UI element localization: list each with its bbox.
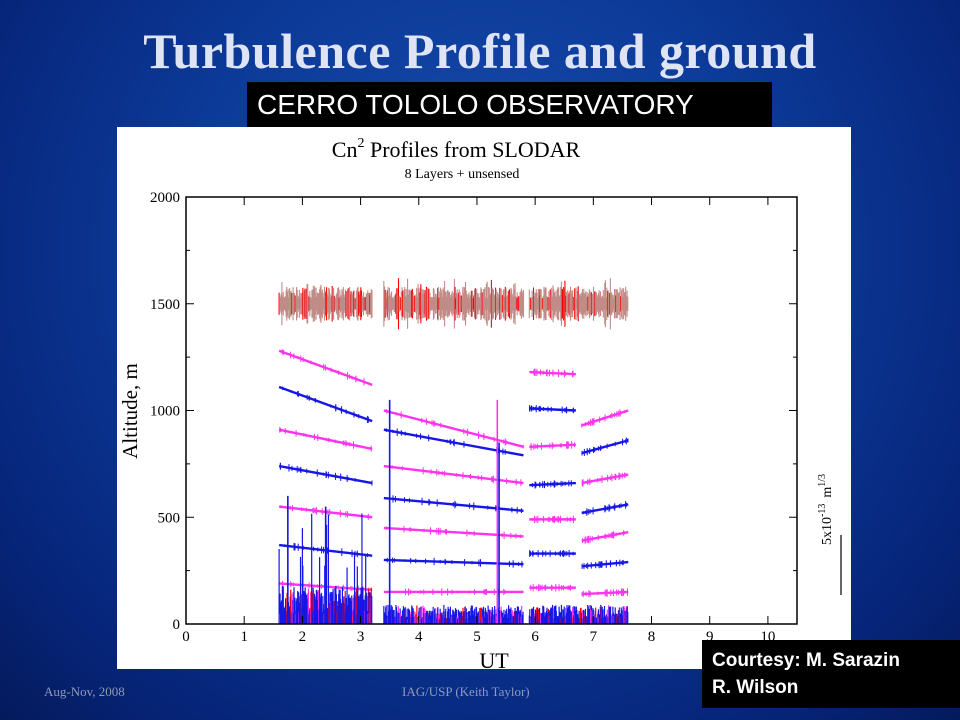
layer-7-segment <box>383 588 524 596</box>
x-tick-label: 2 <box>299 629 307 645</box>
scale-label-unit: m <box>820 487 835 498</box>
top-layer-segment <box>581 278 629 330</box>
layer-4-segment <box>278 462 373 486</box>
x-axis-label: UT <box>479 648 509 669</box>
layer-3-segment <box>581 472 629 487</box>
layer-5-segment <box>529 515 576 524</box>
courtesy-box: Courtesy: M. Sarazin R. Wilson <box>702 640 960 708</box>
layer-1-segment <box>383 408 524 449</box>
y-tick-label: 1500 <box>150 297 180 313</box>
layer-2-segment <box>278 385 373 423</box>
layer-line <box>581 439 629 455</box>
ground-layer-segment <box>528 604 583 624</box>
layer-1-segment <box>529 368 576 378</box>
chart-title-sup: 2 <box>357 136 364 151</box>
plot-frame <box>185 196 798 625</box>
layer-2-segment <box>581 437 629 457</box>
x-tick-label: 0 <box>182 629 190 645</box>
chart-title-rest: Profiles from SLODAR <box>364 137 580 162</box>
chart-panel: 0 1 2 3 4 5 6 7 8 9 10 0 500 1000 1500 2000 Cn2 Profile… <box>117 127 851 669</box>
layer-6-segment <box>581 559 629 570</box>
layer-4-segment <box>529 480 576 489</box>
x-tick-label: 8 <box>648 629 656 645</box>
layer-3-segment <box>529 441 576 451</box>
chart-title: Cn2 Profiles from SLODAR <box>332 136 581 162</box>
scale-label-main: 5x10 <box>820 517 835 545</box>
layer-line <box>581 560 629 568</box>
x-tick-label: 6 <box>531 629 539 645</box>
layer-7-segment <box>581 588 629 598</box>
layer-7-segment <box>529 583 576 592</box>
layer-4-segment <box>581 501 629 516</box>
scale-label-exp: -13 <box>817 504 828 517</box>
y-tick-label: 1000 <box>150 404 180 420</box>
layer-line <box>383 464 524 485</box>
footer-credit: IAG/USP (Keith Taylor) <box>402 684 530 699</box>
layer-1-segment <box>581 409 629 428</box>
observatory-label: CERRO TOLOLO OBSERVATORY <box>247 82 772 127</box>
top-layer-segment <box>383 278 525 330</box>
courtesy-line-2: R. Wilson <box>712 677 799 698</box>
y-tick-label: 0 <box>173 617 181 633</box>
layer-2-segment <box>529 405 576 414</box>
slide-title: Turbulence Profile and ground <box>143 23 817 79</box>
layer-line <box>383 409 524 448</box>
layer-line <box>529 407 576 412</box>
layer-line <box>278 428 373 451</box>
courtesy-line-1: Courtesy: M. Sarazin <box>712 650 900 671</box>
y-axis-label: Altitude, m <box>118 363 142 459</box>
y-tick-label: 500 <box>158 510 181 526</box>
top-layer-segment <box>528 280 583 327</box>
top-layer-segment <box>278 282 373 326</box>
layer-line <box>383 558 524 566</box>
x-tick-label: 5 <box>473 629 481 645</box>
layer-1-segment <box>278 349 373 387</box>
footer-date: Aug-Nov, 2008 <box>44 684 125 699</box>
ground-layer-segment <box>383 604 524 624</box>
layer-2-segment <box>383 428 524 457</box>
x-tick-label: 1 <box>240 629 248 645</box>
x-tick-label: 4 <box>415 629 423 645</box>
layer-6-segment <box>529 549 576 558</box>
x-tick-label: 9 <box>706 629 714 645</box>
y-tick-label: 2000 <box>150 190 180 206</box>
ground-layer-segment <box>581 604 629 624</box>
chart-subtitle: 8 Layers + unsensed <box>405 167 520 182</box>
layer-6-segment <box>383 557 524 568</box>
layer-3-segment <box>383 464 524 487</box>
x-tick-label: 7 <box>590 629 598 645</box>
layer-5-segment <box>581 530 629 544</box>
layer-4-segment <box>383 495 524 514</box>
x-tick-label: 3 <box>357 629 365 645</box>
chart-title-main: Cn <box>332 137 358 162</box>
layer-line <box>383 526 524 538</box>
scale-label: 5x10-13 m1/3 <box>817 474 835 545</box>
scale-label-unit-exp: 1/3 <box>817 474 828 487</box>
layer-5-segment <box>383 525 524 540</box>
layer-3-segment <box>278 427 373 452</box>
